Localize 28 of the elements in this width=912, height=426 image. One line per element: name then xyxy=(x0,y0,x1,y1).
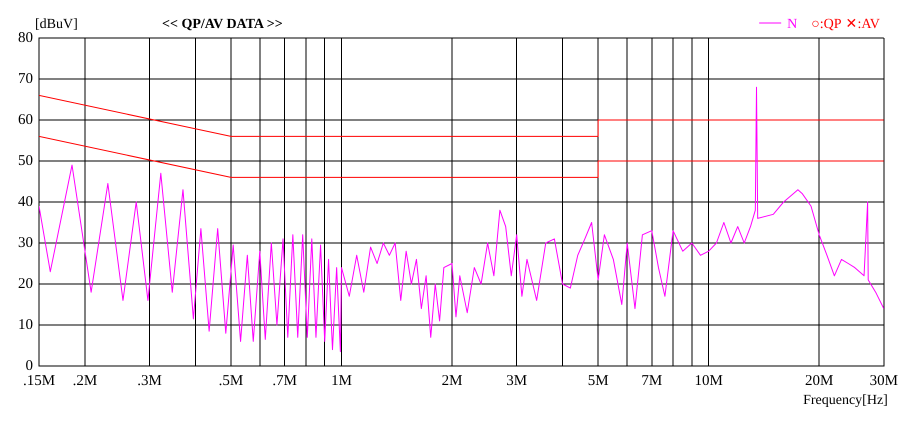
x-tick-label: 5M xyxy=(588,372,609,389)
x-tick-label: 1M xyxy=(331,372,352,389)
y-tick-label: 20 xyxy=(18,276,33,292)
x-tick-label: 30M xyxy=(870,372,898,389)
y-tick-label: 40 xyxy=(18,194,33,210)
x-tick-label: .7M xyxy=(272,372,297,389)
y-tick-label: 50 xyxy=(18,152,33,169)
x-tick-label: .2M xyxy=(72,372,98,389)
x-tick-label: 10M xyxy=(694,372,723,389)
y-tick-label: 60 xyxy=(18,112,33,128)
x-tick-label: 3M xyxy=(506,372,528,389)
x-tick-label: 7M xyxy=(641,372,662,389)
legend-label: N xyxy=(787,17,798,32)
y-tick-label: 10 xyxy=(18,316,33,333)
x-tick-label: 2M xyxy=(442,372,462,389)
x-tick-label: 20M xyxy=(805,372,834,389)
y-tick-label: 30 xyxy=(18,234,33,251)
x-tick-label: .15M xyxy=(22,372,56,389)
y-tick-label: 0 xyxy=(26,358,33,374)
y-tick-label: 70 xyxy=(18,70,33,87)
text: ○:QP xyxy=(811,17,842,32)
chart-title: << QP/AV DATA >> xyxy=(162,17,283,32)
y-axis-title: [dBuV] xyxy=(35,17,78,32)
x-tick-label: .5M xyxy=(218,372,244,389)
text: ✕:AV xyxy=(846,17,880,32)
y-tick-label: 80 xyxy=(18,30,33,46)
x-axis-title: Frequency[Hz] xyxy=(803,393,888,408)
x-tick-label: .3M xyxy=(137,372,162,389)
